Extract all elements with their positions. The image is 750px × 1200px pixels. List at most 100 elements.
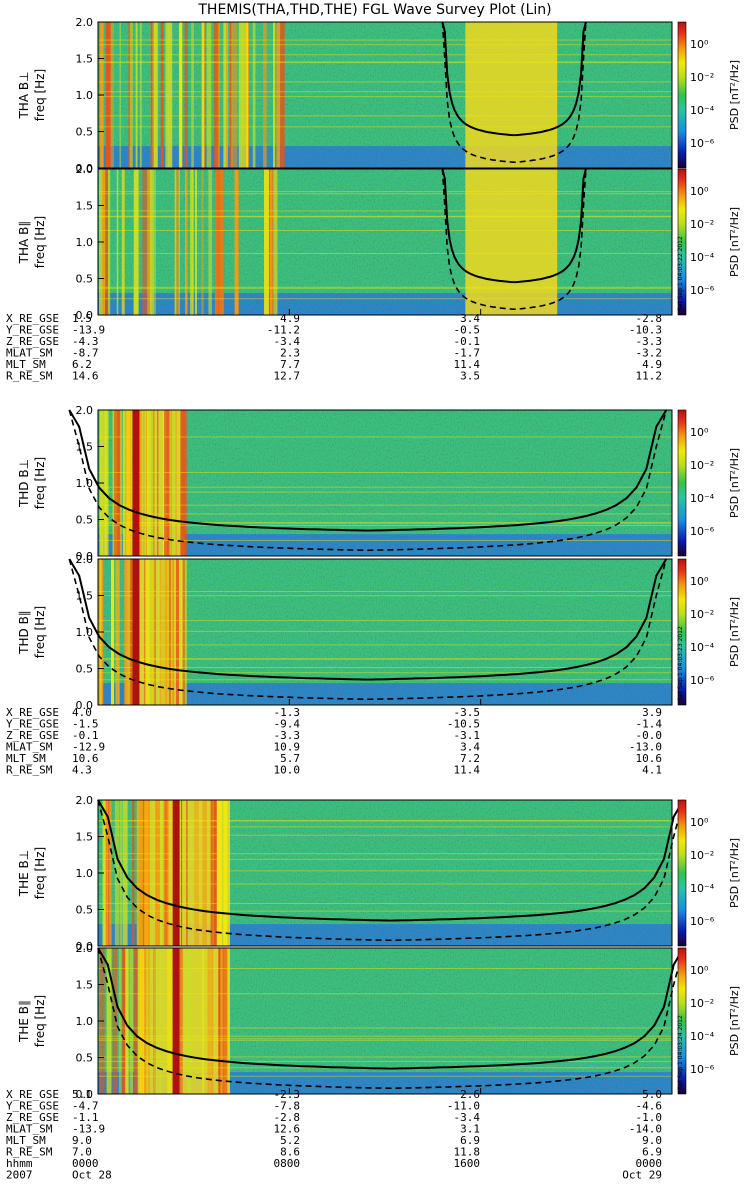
ephemeris-value: 9.0 [72,1134,92,1147]
colorbar [677,21,687,169]
power-stripe [122,410,128,556]
ephemeris-value: 1.5 [72,312,92,325]
harmonic-line [98,96,672,98]
harmonic-line [98,522,672,524]
ephemeris-row-label: R_RE_SM [6,370,53,383]
plot-timestamp: Sat Sep 1 04:03:23 2012 [677,626,684,701]
y-tick-label: 2.0 [76,794,94,807]
gyrofrequency-curve [98,948,684,1069]
power-stripe [147,169,152,315]
harmonic-line [98,287,672,289]
harmonic-line [98,39,672,41]
power-stripe [149,169,155,315]
ephemeris-value: 4.9 [642,358,662,371]
power-stripe [171,559,174,705]
power-stripe [179,948,183,1094]
ephemeris-row-label: Y_RE_GSE [6,718,59,731]
panel-label: THD B⊥ [17,459,31,508]
ephemeris-value: -0.0 [636,729,663,742]
ephemeris-value: 5.0 [642,1088,662,1101]
colorbar-tick-label: 10⁻² [690,997,714,1010]
harmonic-line [98,522,672,524]
colorbar-label: PSD [nT²/Hz] [728,986,741,1056]
ephemeris-value: -4.7 [72,1100,99,1113]
power-stripe [126,410,131,556]
harmonic-line [98,486,672,488]
ephemeris-value: Oct 29 [622,1169,662,1182]
colorbar-tick-label: 10⁻² [690,608,714,621]
power-stripe [151,559,153,705]
power-stripe [252,22,256,168]
power-stripe [208,169,212,315]
ephemeris-row-label: MLAT_SM [6,347,53,360]
high-power-region [465,22,558,168]
power-stripe [135,22,138,168]
power-stripe [107,169,111,315]
ephemeris-value: 7.0 [72,1146,92,1159]
harmonic-line [98,658,672,660]
ephemeris-row-label: X_RE_GSE [6,312,59,325]
spectrogram-panel: 0.0 0.5 1.0 1.5 2.0 THD B⊥ freq [Hz] 10⁰ 10⁻² 10⁻… [17,404,741,563]
power-stripe [154,169,156,315]
ephemeris-value: -13.9 [72,324,105,337]
power-stripe [202,800,207,946]
power-stripe [210,800,214,946]
ephemeris-row-label: MLT_SM [6,752,46,765]
ephemeris-value: 3.1 [460,1123,480,1136]
ephemeris-value: -7.8 [274,1100,301,1113]
colorbar-tick-label: 10⁰ [690,185,709,198]
colorbar-tick-label: 10⁻⁶ [690,284,715,297]
ephemeris-value: 10.6 [636,752,663,765]
harmonic-line [98,44,672,46]
power-stripe [207,948,211,1094]
spectrogram-speckle [98,559,672,705]
ephemeris-value: -4.3 [72,335,99,348]
power-stripe [213,800,217,946]
power-stripe [147,948,151,1094]
power-stripe [175,559,179,705]
harmonic-line [98,115,672,117]
ephemeris-value: -2.8 [636,312,663,325]
power-stripe [223,800,228,946]
power-stripe [105,169,109,315]
y-tick-label: 0.5 [76,663,94,676]
harmonic-line [98,215,672,217]
power-stripe [150,559,153,705]
harmonic-line [98,1075,672,1077]
ephemeris-value: 9.0 [642,1134,662,1147]
harmonic-line [98,910,672,912]
ephemeris-value: -4.6 [636,1100,663,1113]
power-stripe [204,22,206,168]
ephemeris-value: -3.4 [274,335,301,348]
dark-red-stripe [172,948,180,1094]
harmonic-line [98,826,672,828]
y-axis-label: freq [Hz] [33,995,47,1047]
ephemeris-value: 5.7 [280,752,300,765]
ephemeris-value: 5.2 [280,1134,300,1147]
harmonic-line [98,216,672,218]
power-stripe [150,22,155,168]
harmonic-line [98,858,672,860]
ephemeris-value: 1600 [454,1157,481,1170]
spectrogram-panel: 0.0 0.5 1.0 1.5 2.0 THD B∥ freq [Hz] 10⁰ 10⁻² 10⁻… [17,553,741,712]
harmonic-line [98,471,672,473]
harmonic-line [98,61,672,63]
power-stripe [164,800,168,946]
harmonic-line [98,62,672,64]
power-stripe [186,169,188,315]
y-tick-label: 0.0 [76,940,94,953]
gyrofrequency-curve [69,559,666,680]
power-stripe [155,800,160,946]
power-stripe [109,22,114,168]
y-tick-label: 1.0 [76,236,94,249]
ephemeris-row-label: MLT_SM [6,1134,46,1147]
y-tick-label: 1.0 [76,867,94,880]
harmonic-line [98,504,672,506]
ephemeris-row-label: MLAT_SM [6,741,53,754]
spectrogram-speckle [98,169,672,315]
harmonic-line [98,672,672,674]
colorbar-tick-label: 10⁻⁶ [690,137,715,150]
power-stripe [112,948,118,1094]
